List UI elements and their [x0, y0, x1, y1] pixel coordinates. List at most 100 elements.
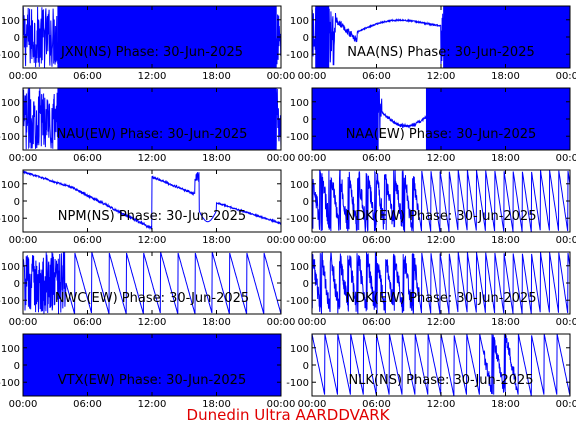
x-tick-label: 00:00 — [267, 153, 296, 164]
phase-panel-nlk-ns: -100 0 100 00:00 06:00 12:00 18:00 00:00 NLK(NS)… — [286, 333, 576, 410]
phase-series-line — [312, 170, 570, 232]
x-tick-label: 18:00 — [491, 317, 520, 328]
y-tick-label: 100 — [290, 180, 309, 191]
x-tick-label: 18:00 — [202, 399, 231, 410]
x-tick-label: 12:00 — [138, 235, 167, 246]
phase-series-line — [23, 334, 281, 396]
x-tick-label: 18:00 — [202, 71, 231, 82]
x-tick-label: 00:00 — [298, 71, 327, 82]
y-tick-label: -100 — [0, 378, 20, 389]
y-tick-label: 100 — [290, 262, 309, 273]
phase-panel-npm-ns: -100 0 100 00:00 06:00 12:00 18:00 00:00 NPM(NS)… — [0, 169, 296, 246]
y-tick-label: 0 — [14, 33, 20, 44]
x-tick-label: 06:00 — [362, 399, 391, 410]
y-tick-label: 100 — [1, 180, 20, 191]
y-tick-label: 100 — [290, 98, 309, 109]
y-tick-label: -100 — [0, 296, 20, 307]
phase-series-line — [23, 88, 281, 150]
x-tick-label: 18:00 — [491, 399, 520, 410]
x-tick-label: 00:00 — [9, 235, 38, 246]
y-tick-label: 100 — [290, 16, 309, 27]
x-tick-label: 18:00 — [202, 235, 231, 246]
x-tick-label: 06:00 — [73, 153, 102, 164]
y-tick-label: 100 — [1, 262, 20, 273]
x-tick-label: 00:00 — [298, 153, 327, 164]
y-tick-label: 100 — [290, 344, 309, 355]
y-tick-label: -100 — [286, 214, 309, 225]
x-tick-label: 12:00 — [427, 153, 456, 164]
y-tick-label: -100 — [286, 132, 309, 143]
panel-title: VTX(EW) Phase: 30-Jun-2025 — [58, 373, 246, 388]
x-tick-label: 18:00 — [202, 317, 231, 328]
phase-panel-nwc-ew: -100 0 100 00:00 06:00 12:00 18:00 00:00 NWC(EW)… — [0, 251, 296, 328]
phase-series-line — [312, 88, 570, 150]
x-tick-label: 06:00 — [73, 235, 102, 246]
x-tick-label: 12:00 — [138, 71, 167, 82]
x-tick-label: 00:00 — [298, 235, 327, 246]
x-tick-label: 00:00 — [298, 317, 327, 328]
x-tick-label: 18:00 — [491, 71, 520, 82]
panel-title: NAA(NS) Phase: 30-Jun-2025 — [347, 45, 535, 60]
x-tick-label: 06:00 — [73, 399, 102, 410]
phase-series-line — [23, 252, 281, 314]
x-tick-label: 00:00 — [9, 399, 38, 410]
x-tick-label: 12:00 — [138, 153, 167, 164]
panel-title: NPM(NS) Phase: 30-Jun-2025 — [58, 209, 246, 224]
y-tick-label: 0 — [14, 115, 20, 126]
x-tick-label: 00:00 — [556, 317, 576, 328]
phase-panel-jxn-ns: -100 0 100 00:00 06:00 12:00 18:00 00:00 JXN(NS)… — [0, 5, 296, 82]
y-tick-label: -100 — [0, 132, 20, 143]
x-tick-label: 06:00 — [362, 317, 391, 328]
x-tick-label: 12:00 — [427, 235, 456, 246]
y-tick-label: 100 — [1, 98, 20, 109]
x-tick-label: 06:00 — [73, 317, 102, 328]
x-tick-label: 00:00 — [298, 399, 327, 410]
y-tick-label: -100 — [286, 296, 309, 307]
x-tick-label: 06:00 — [362, 71, 391, 82]
panel-title: JXN(NS) Phase: 30-Jun-2025 — [60, 45, 243, 60]
x-tick-label: 12:00 — [138, 399, 167, 410]
panel-title: NDK(EW) Phase: 30-Jun-2025 — [346, 209, 537, 224]
x-tick-label: 06:00 — [362, 153, 391, 164]
x-tick-label: 00:00 — [9, 153, 38, 164]
phase-series-line — [23, 6, 281, 68]
phase-panel-naa-ns: -100 0 100 00:00 06:00 12:00 18:00 00:00 NAA(NS)… — [286, 5, 576, 82]
y-tick-label: 0 — [303, 279, 309, 290]
y-tick-label: -100 — [0, 50, 20, 61]
y-tick-label: 0 — [14, 197, 20, 208]
footer-label: Dunedin Ultra AARDDVARK — [186, 406, 390, 424]
y-tick-label: -100 — [286, 378, 309, 389]
panel-title: NWC(EW) Phase: 30-Jun-2025 — [55, 291, 249, 306]
x-tick-label: 00:00 — [267, 317, 296, 328]
x-tick-label: 18:00 — [491, 235, 520, 246]
y-tick-label: 100 — [1, 344, 20, 355]
x-tick-label: 12:00 — [427, 399, 456, 410]
y-tick-label: -100 — [286, 50, 309, 61]
phase-series-line — [312, 252, 570, 314]
phase-series-line — [23, 170, 281, 230]
phase-panel-nau-ew: -100 0 100 00:00 06:00 12:00 18:00 00:00 NAU(EW)… — [0, 87, 296, 164]
y-tick-label: 100 — [1, 16, 20, 27]
y-tick-label: 0 — [303, 115, 309, 126]
x-tick-label: 00:00 — [267, 71, 296, 82]
x-tick-label: 00:00 — [9, 71, 38, 82]
x-tick-label: 12:00 — [427, 71, 456, 82]
x-tick-label: 00:00 — [9, 317, 38, 328]
x-tick-label: 00:00 — [556, 399, 576, 410]
x-tick-label: 00:00 — [556, 235, 576, 246]
x-tick-label: 00:00 — [556, 71, 576, 82]
panel-title: NAA(EW) Phase: 30-Jun-2025 — [346, 127, 537, 142]
x-tick-label: 12:00 — [138, 317, 167, 328]
y-tick-label: 0 — [303, 361, 309, 372]
phase-panel-ndk-ew: -100 0 100 00:00 06:00 12:00 18:00 00:00 NDK(EW)… — [286, 169, 576, 246]
phase-panel-naa-ew: -100 0 100 00:00 06:00 12:00 18:00 00:00 NAA(EW)… — [286, 87, 576, 164]
phase-panel-vtx-ew: -100 0 100 00:00 06:00 12:00 18:00 00:00 VTX(EW)… — [0, 333, 296, 410]
x-tick-label: 18:00 — [202, 153, 231, 164]
x-tick-label: 00:00 — [267, 399, 296, 410]
y-tick-label: 0 — [303, 33, 309, 44]
x-tick-label: 12:00 — [427, 317, 456, 328]
y-tick-label: 0 — [14, 361, 20, 372]
x-tick-label: 00:00 — [267, 235, 296, 246]
y-tick-label: 0 — [14, 279, 20, 290]
